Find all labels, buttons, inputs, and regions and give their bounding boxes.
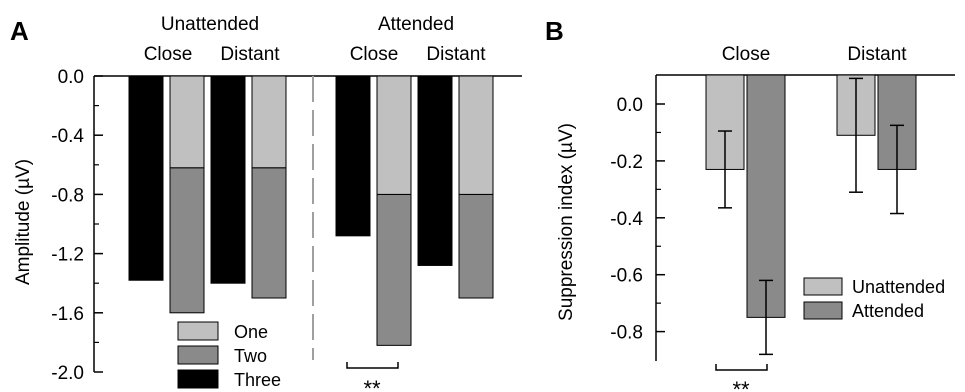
bar-one-attended-distant [458,75,494,195]
legend-label-two: Two [234,346,267,366]
legend-label-attended: Attended [852,301,924,321]
bar-attended-close [746,74,786,318]
legend-swatch-attended [803,301,843,320]
bar-one-unattended-close [169,75,205,169]
bar-two-unattended-distant [251,167,287,299]
group-label-unattended: Unattended [161,14,259,35]
bar-two-attended-distant [458,193,494,299]
y-tick-label-a: -0.4 [51,126,84,147]
legend-label-unattended: Unattended [852,277,945,297]
y-tick-label-b: -0.8 [610,323,643,344]
condition-label-unattended-distant: Distant [220,44,280,65]
y-tick-label-b: 0.0 [617,95,643,116]
y-tick-label-b: -0.2 [610,152,643,173]
y-tick-label-b: -0.4 [610,209,643,230]
y-tick-label-a: 0.0 [58,67,84,88]
significance-stars-b: ** [732,377,750,392]
y-tick-label-a: -2.0 [51,363,84,384]
bar-three-attended-distant [417,75,453,266]
condition-label-unattended-close: Close [144,44,193,65]
legend-swatch-two [177,345,219,365]
category-label-distant: Distant [847,44,907,65]
panel-b-letter: B [545,16,564,46]
bar-two-unattended-close [169,167,205,314]
legend-label-three: Three [234,370,281,390]
panel-a-marks: 0.0 -0.4 -0.8 -1.2 -1.6 -2.0 [51,67,522,384]
y-tick-label-a: -0.8 [51,185,84,206]
significance-bracket-a [346,362,399,369]
condition-label-attended-distant: Distant [426,44,486,65]
bar-one-unattended-distant [251,75,287,169]
significance-bracket-b [715,364,768,371]
legend-swatch-one [177,321,219,341]
legend-swatch-three [177,369,219,389]
y-tick-label-b: -0.6 [610,266,643,287]
legend-swatch-unattended [803,277,843,296]
category-label-close: Close [722,44,771,65]
condition-label-attended-close: Close [350,44,399,65]
group-label-attended: Attended [378,14,454,35]
panel-b-marks: 0.0 -0.2 -0.4 -0.6 -0.8 [610,74,955,361]
legend-label-one: One [234,322,268,342]
bar-three-unattended-close [128,75,164,281]
y-tick-label-a: -1.2 [51,245,84,266]
bar-two-attended-close [376,193,412,346]
bar-three-attended-close [335,75,371,237]
y-tick-label-a: -1.6 [51,304,84,325]
panel-a-letter: A [10,16,29,46]
y-axis-label-a: Amplitude (µV) [13,159,34,285]
bar-three-unattended-distant [210,75,246,284]
significance-stars-a: ** [363,376,381,392]
bar-one-attended-close [376,75,412,195]
y-axis-label-b: Suppression index (µV) [556,123,577,321]
